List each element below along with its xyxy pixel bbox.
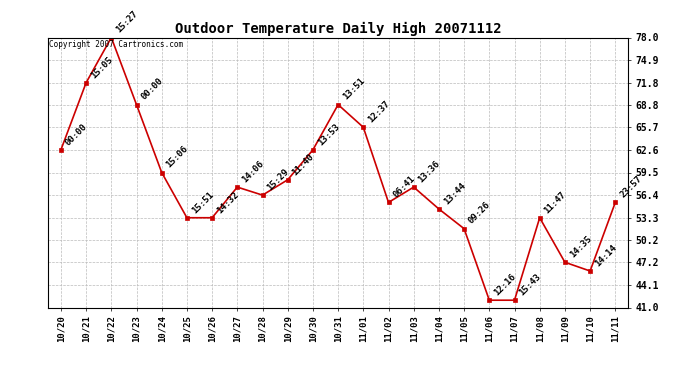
Text: 13:36: 13:36 <box>417 159 442 184</box>
Text: 15:43: 15:43 <box>518 272 542 297</box>
Text: 14:14: 14:14 <box>593 243 618 268</box>
Text: 14:06: 14:06 <box>240 159 266 184</box>
Text: 15:05: 15:05 <box>89 55 115 80</box>
Text: 15:29: 15:29 <box>265 167 290 192</box>
Text: 00:00: 00:00 <box>139 76 165 102</box>
Text: 12:37: 12:37 <box>366 99 391 124</box>
Text: 13:44: 13:44 <box>442 181 467 206</box>
Title: Outdoor Temperature Daily High 20071112: Outdoor Temperature Daily High 20071112 <box>175 22 502 36</box>
Text: 15:27: 15:27 <box>114 9 139 35</box>
Text: 00:00: 00:00 <box>63 122 89 147</box>
Text: 11:47: 11:47 <box>542 190 568 215</box>
Text: 06:41: 06:41 <box>391 174 417 200</box>
Text: 14:32: 14:32 <box>215 190 240 215</box>
Text: 11:40: 11:40 <box>290 152 316 177</box>
Text: 13:53: 13:53 <box>316 122 341 147</box>
Text: 13:51: 13:51 <box>341 76 366 102</box>
Text: 15:06: 15:06 <box>164 144 190 170</box>
Text: Copyright 2007 Cartronics.com: Copyright 2007 Cartronics.com <box>49 40 183 49</box>
Text: 09:26: 09:26 <box>467 201 492 226</box>
Text: 12:16: 12:16 <box>492 272 518 297</box>
Text: 14:35: 14:35 <box>568 234 593 260</box>
Text: 15:51: 15:51 <box>190 190 215 215</box>
Text: 23:57: 23:57 <box>618 174 644 200</box>
